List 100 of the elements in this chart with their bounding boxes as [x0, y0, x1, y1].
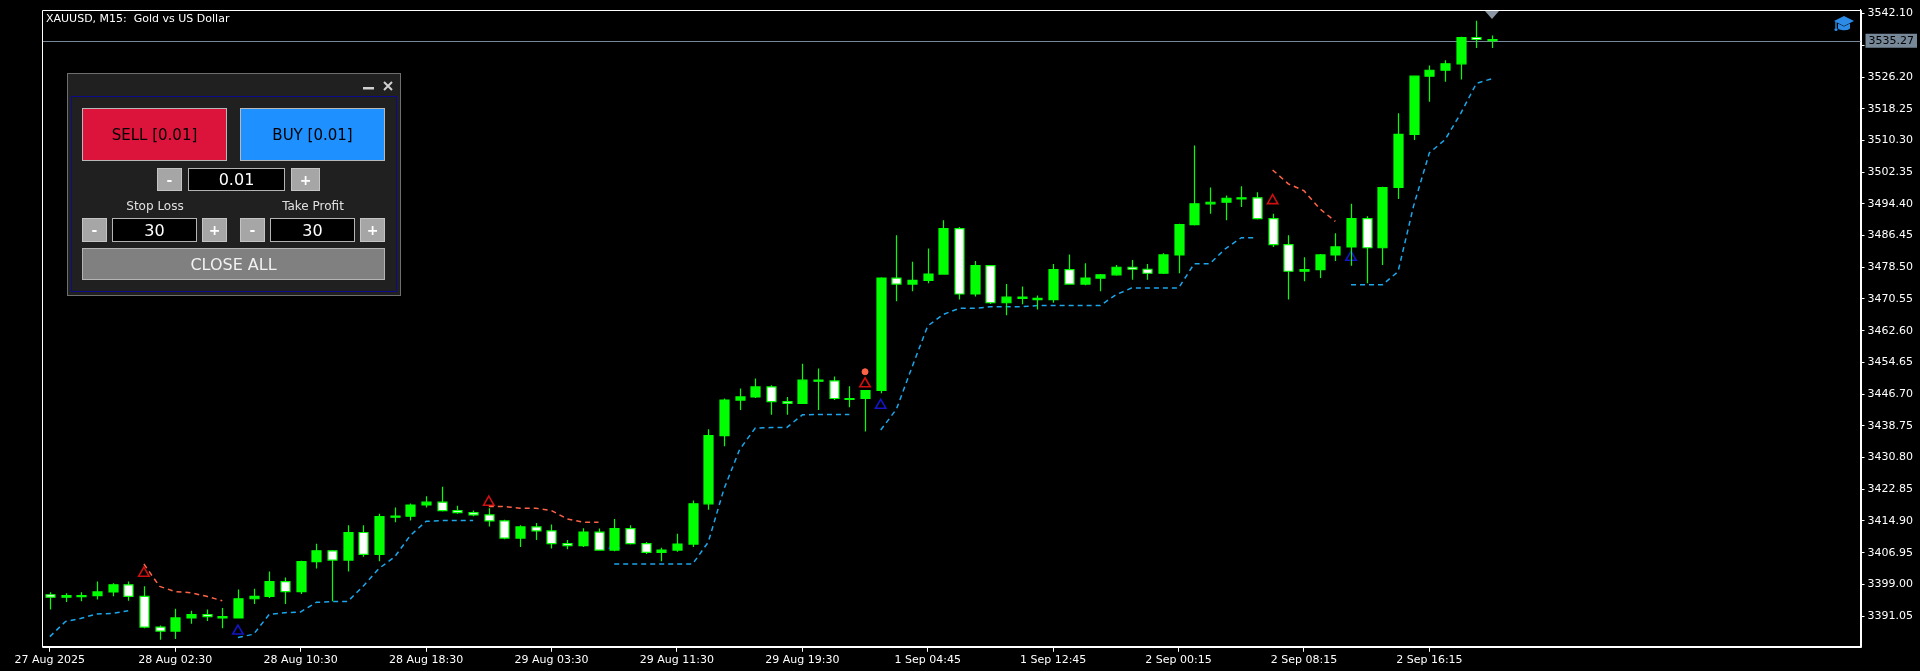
candlestick [1299, 256, 1310, 282]
candlestick [829, 375, 840, 401]
annotation: 0.01 [218, 170, 255, 189]
candlestick [844, 385, 855, 408]
y-tick-label: 3446.70 [1867, 386, 1914, 400]
candlestick [1456, 36, 1467, 80]
candlestick [641, 541, 652, 555]
y-tick-label: 3430.80 [1867, 450, 1914, 464]
candlestick [61, 592, 72, 603]
candlestick [1268, 213, 1279, 248]
x-tick-label: 2 Sep 00:15 [1145, 653, 1212, 667]
annotation: - [166, 171, 173, 188]
y-tick-label: 3414.90 [1867, 513, 1914, 527]
candlestick [688, 500, 699, 548]
x-tick-label: 27 Aug 2025 [14, 653, 86, 667]
y-tick-label: 3470.55 [1867, 291, 1914, 305]
point [137, 566, 150, 578]
candlestick [468, 509, 479, 517]
annotation: Take Profit [282, 198, 344, 213]
candlestick [954, 226, 965, 301]
point [861, 368, 869, 376]
candlestick [233, 588, 244, 619]
candlestick [1252, 191, 1263, 221]
candlestick [186, 610, 197, 625]
y-tick-label: 3406.95 [1867, 545, 1914, 559]
candlestick [735, 387, 746, 411]
candlestick [1315, 253, 1326, 279]
annotation: BUY [0.01] [272, 125, 353, 144]
y-tick-label: 3486.45 [1867, 228, 1914, 242]
candlestick [938, 219, 949, 276]
candlestick [76, 591, 87, 602]
candlestick [390, 506, 401, 523]
point [482, 495, 495, 507]
x-tick-label: 2 Sep 16:15 [1396, 653, 1463, 667]
candlestick [1017, 285, 1028, 305]
candlestick [343, 524, 354, 573]
candlestick [546, 523, 557, 550]
candlestick [860, 389, 871, 433]
candlestick [170, 608, 181, 640]
candlestick [672, 533, 683, 553]
candlestick [1471, 20, 1482, 49]
candlestick [1330, 232, 1341, 262]
candlestick [923, 247, 934, 284]
candlestick [405, 502, 416, 522]
candlestick [437, 486, 448, 512]
candlestick [1127, 259, 1138, 281]
candlestick [891, 234, 902, 302]
annotation: SELL [0.01] [111, 125, 198, 144]
candlestick [92, 580, 103, 601]
y-tick-label: 3399.00 [1867, 577, 1914, 591]
candlestick [578, 527, 589, 548]
y-tick-label: 3502.35 [1867, 165, 1914, 178]
candlestick [907, 261, 918, 292]
candlestick [1393, 112, 1404, 200]
y-tick-label: 3462.60 [1867, 323, 1914, 337]
candlestick [358, 524, 369, 558]
candlestick [515, 524, 526, 548]
candlestick [1158, 252, 1169, 275]
ref-line-label: 3535.27 [1868, 33, 1915, 47]
candlestick [797, 363, 808, 405]
candlestick [264, 571, 275, 599]
candlestick [108, 582, 119, 597]
candlestick [1221, 194, 1232, 221]
candlestick [1189, 145, 1200, 226]
candlestick [484, 507, 495, 528]
candlestick [656, 547, 667, 562]
x-tick-label: 2 Sep 08:15 [1270, 653, 1338, 667]
candlestick [1001, 283, 1012, 316]
candlestick [531, 522, 542, 541]
candlestick [311, 543, 322, 570]
annotation: Stop Loss [126, 198, 184, 213]
candlestick [1142, 263, 1153, 281]
candlestick [1424, 64, 1435, 103]
candlestick [155, 624, 166, 641]
candlestick [452, 505, 463, 515]
candlestick [625, 524, 636, 546]
y-tick-label: 3391.05 [1867, 608, 1914, 622]
candlestick [1048, 263, 1059, 304]
candlestick [1440, 59, 1451, 83]
candlestick [562, 539, 573, 550]
x-tick-label: 29 Aug 11:30 [639, 653, 714, 667]
candlestick [782, 396, 793, 416]
candlestick [703, 428, 714, 511]
candlestick [217, 607, 228, 629]
chart-title: XAUUSD, M15: Gold vs US Dollar [46, 11, 230, 25]
candlestick [970, 260, 981, 297]
y-tick-label: 3494.40 [1867, 196, 1914, 210]
candlestick [249, 588, 260, 605]
annotation: - [249, 222, 256, 238]
candlestick [985, 264, 996, 305]
candlestick [1487, 34, 1498, 49]
candlestick [1080, 262, 1091, 286]
x-tick-label: 29 Aug 19:30 [765, 653, 840, 667]
annotation: + [299, 171, 312, 188]
candlestick [1064, 253, 1075, 286]
y-tick-label: 3526.20 [1867, 69, 1914, 83]
candlestick [1174, 223, 1185, 274]
point [231, 624, 244, 635]
candlestick [45, 591, 56, 611]
candlestick [813, 367, 824, 411]
